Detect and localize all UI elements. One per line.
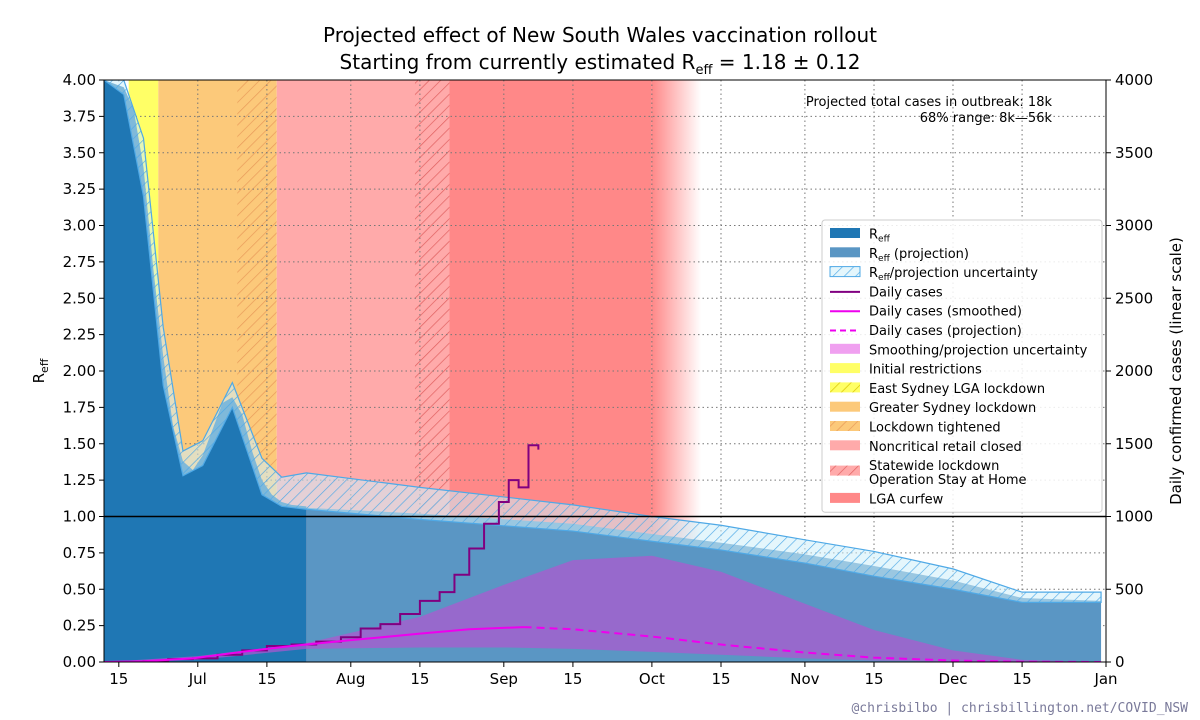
y-left-tick-label-0: 0.00 — [63, 653, 96, 671]
x-tick-label-13: Jan — [1093, 670, 1117, 688]
daily-cases-line — [104, 444, 540, 662]
x-tick-label-0: 15 — [109, 670, 128, 688]
legend-handle-1 — [830, 247, 860, 258]
legend-label-3: Daily cases — [869, 285, 943, 300]
y-right-tick-label-1: 500 — [1115, 580, 1144, 598]
y-left-tick-label-3: 0.75 — [63, 544, 96, 562]
credit-text: @chrisbilbo | chrisbillington.net/COVID_… — [851, 701, 1188, 716]
legend-handle-10-hatch — [830, 421, 860, 431]
legend-label-11: Noncritical retail closed — [869, 440, 1022, 455]
y-left-tick-label-9: 2.25 — [63, 326, 96, 344]
y-left-axis-label: Reff — [30, 358, 51, 383]
y-left-tick-label-2: 0.50 — [63, 580, 96, 598]
legend-handle-7 — [830, 363, 860, 374]
legend-box — [821, 219, 1103, 513]
y-left-tick-label-15: 3.75 — [63, 107, 96, 125]
legend-label-5: Daily cases (projection) — [869, 324, 1022, 339]
annotation: Projected total cases in outbreak: 18k 6… — [806, 95, 1053, 126]
x-tick-label-9: Nov — [790, 670, 819, 688]
y-left-tick-label-11: 2.75 — [63, 253, 96, 271]
y-left-tick-label-13: 3.25 — [63, 180, 96, 198]
legend-label-rest-2: /projection uncertainty — [890, 266, 1038, 281]
legend-label-4: Daily cases (smoothed) — [869, 305, 1022, 320]
y-left-tick-label-10: 2.50 — [63, 289, 96, 307]
legend-label-6: Smoothing/projection uncertainty — [869, 343, 1088, 358]
legend-handle-6 — [830, 343, 860, 354]
legend-handle-9 — [830, 401, 860, 412]
legend-label-1: Reff (projection) — [869, 247, 969, 264]
y-left-tick-label-7: 1.75 — [63, 398, 96, 416]
legend-label-13: LGA curfew — [869, 492, 944, 507]
y-right-tick-label-7: 3500 — [1115, 144, 1153, 162]
smoothed-cases-line — [104, 626, 524, 662]
legend-handle-12-hatch — [830, 465, 860, 476]
y-left-tick-label-1: 0.25 — [63, 617, 96, 635]
y-right-tick-label-0: 0 — [1115, 653, 1125, 671]
reff-uncertainty-band — [104, 80, 1102, 603]
legend-label-rest-1: (projection) — [890, 247, 969, 262]
x-tick-label-1: Jul — [188, 670, 207, 688]
annotation-total-cases: Projected total cases in outbreak: 18k — [806, 95, 1053, 110]
title-line-2: Starting from currently estimated Reff =… — [0, 49, 1200, 84]
x-tick-label-4: 15 — [410, 670, 429, 688]
y-right-tick-label-4: 2000 — [1115, 362, 1153, 380]
legend-label-7: Initial restrictions — [869, 363, 982, 378]
x-tick-label-11: Dec — [938, 670, 967, 688]
x-tick-label-3: Aug — [336, 670, 365, 688]
y-right-tick-label-2: 1000 — [1115, 508, 1153, 526]
x-tick-label-10: 15 — [864, 670, 883, 688]
x-tick-label-6: 15 — [563, 670, 582, 688]
legend-handle-13 — [830, 492, 860, 503]
x-tick-label-7: Oct — [639, 670, 665, 688]
legend-label-sub-0: eff — [878, 235, 891, 245]
legend-label-2: Reff/projection uncertainty — [869, 266, 1038, 283]
legend-label-12: Statewide lockdown — [869, 459, 999, 474]
y-left-axis-label-sub: eff — [38, 358, 51, 373]
y-right-tick-label-5: 2500 — [1115, 289, 1153, 307]
y-right-tick-label-6: 3000 — [1115, 217, 1153, 235]
legend-label-sub-2: eff — [878, 273, 891, 283]
y-left-tick-label-16: 4.00 — [63, 71, 96, 89]
chart-title: Projected effect of New South Wales vacc… — [0, 22, 1200, 84]
y-left-tick-label-6: 1.50 — [63, 435, 96, 453]
y-left-tick-label-8: 2.00 — [63, 362, 96, 380]
annotation-range: 68% range: 8k—56k — [920, 111, 1053, 126]
y-left-tick-label-5: 1.25 — [63, 471, 96, 489]
y-right-tick-label-3: 1500 — [1115, 435, 1153, 453]
legend-handle-0 — [830, 228, 860, 238]
y-left-tick-label-12: 3.00 — [63, 217, 96, 235]
axes-layer: 15 Jul 15 Aug 15 Sep 15 Oct 15 Nov 15 Dec 15 Jan 0.00 0… — [30, 71, 1185, 688]
y-left-tick-label-14: 3.50 — [63, 144, 96, 162]
smoothing-uncertainty-band — [104, 555, 1102, 662]
legend-label-sub-1: eff — [878, 254, 891, 264]
title-line-2-sub: eff — [695, 63, 713, 78]
x-tick-label-12: 15 — [1013, 670, 1032, 688]
data-layer — [104, 80, 1106, 662]
legend-label-9: Greater Sydney lockdown — [869, 401, 1036, 416]
legend-handle-11 — [830, 440, 860, 451]
y-right-tick-label-8: 4000 — [1115, 71, 1153, 89]
legend-label-10: Lockdown tightened — [869, 421, 1001, 436]
y-right-axis-label: Daily confirmed cases (linear scale) — [1167, 237, 1185, 505]
legend-label-8: East Sydney LGA lockdown — [869, 382, 1045, 397]
title-line-2-rest: = 1.18 ± 0.12 — [712, 50, 861, 74]
legend-handle-8-hatch — [830, 382, 860, 393]
legend-label-line2-12: Operation Stay at Home — [869, 473, 1027, 488]
x-tick-label-2: 15 — [257, 670, 276, 688]
legend-handle-2 — [829, 266, 861, 278]
x-tick-label-8: 15 — [711, 670, 730, 688]
title-line-1: Projected effect of New South Wales vacc… — [323, 23, 877, 47]
title-line-2-text: Starting from currently estimated R — [339, 50, 696, 74]
y-left-tick-label-4: 1.00 — [63, 508, 96, 526]
x-tick-label-5: Sep — [490, 670, 518, 688]
